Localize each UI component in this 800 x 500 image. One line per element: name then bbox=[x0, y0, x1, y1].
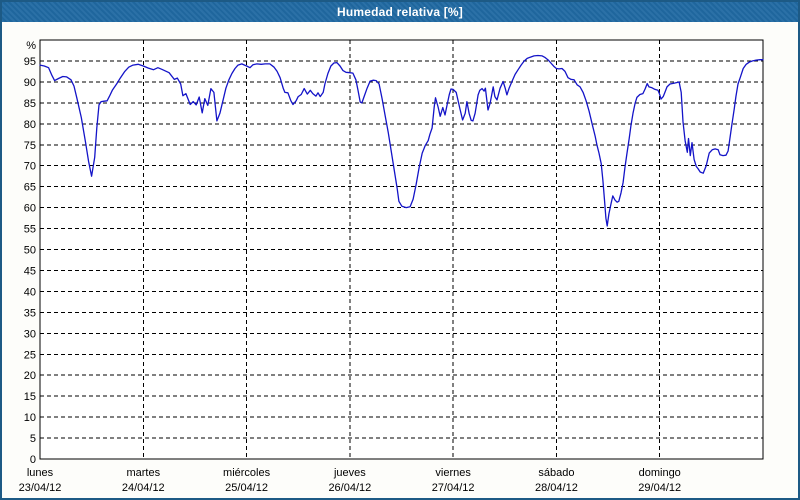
x-day-date-label: 24/04/12 bbox=[122, 482, 165, 494]
x-day-name-label: jueves bbox=[333, 467, 366, 479]
y-tick-label: 35 bbox=[24, 307, 36, 319]
y-tick-label: 30 bbox=[24, 328, 36, 340]
y-tick-label: 75 bbox=[24, 140, 36, 152]
x-day-date-label: 26/04/12 bbox=[328, 482, 371, 494]
x-day-date-label: 27/04/12 bbox=[432, 482, 475, 494]
y-tick-label: 0 bbox=[30, 454, 36, 466]
y-tick-label: 55 bbox=[24, 224, 36, 236]
y-tick-label: 45 bbox=[24, 265, 36, 277]
y-tick-label: 85 bbox=[24, 98, 36, 110]
y-tick-label: 65 bbox=[24, 182, 36, 194]
x-day-name-label: sábado bbox=[538, 467, 574, 479]
y-tick-label: 50 bbox=[24, 245, 36, 257]
x-day-name-label: miércoles bbox=[223, 467, 271, 479]
x-day-date-label: 29/04/12 bbox=[638, 482, 681, 494]
x-day-date-label: 25/04/12 bbox=[225, 482, 268, 494]
x-day-date-label: 23/04/12 bbox=[19, 482, 62, 494]
y-tick-label: 20 bbox=[24, 370, 36, 382]
y-tick-label: 25 bbox=[24, 349, 36, 361]
y-tick-label: 80 bbox=[24, 119, 36, 131]
y-tick-label: 5 bbox=[30, 433, 36, 445]
y-tick-label: 70 bbox=[24, 161, 36, 173]
y-tick-label: 95 bbox=[24, 56, 36, 68]
x-day-name-label: domingo bbox=[639, 467, 681, 479]
x-day-name-label: lunes bbox=[27, 467, 54, 479]
y-axis-unit-label: % bbox=[26, 40, 36, 52]
y-tick-label: 90 bbox=[24, 77, 36, 89]
y-tick-label: 10 bbox=[24, 412, 36, 424]
y-tick-label: 15 bbox=[24, 391, 36, 403]
x-day-name-label: martes bbox=[126, 467, 160, 479]
plot-frame bbox=[39, 39, 764, 460]
x-day-date-label: 28/04/12 bbox=[535, 482, 578, 494]
window-title: Humedad relativa [%] bbox=[336, 5, 464, 19]
y-tick-label: 60 bbox=[24, 203, 36, 215]
x-day-name-label: viernes bbox=[435, 467, 471, 479]
humidity-chart: 0 5 10 15 20 25 30 35 40 45 50 55 60 65 70 75 80 85 90 95% l… bbox=[19, 39, 764, 494]
title-bar: Humedad relativa [%] bbox=[2, 2, 798, 22]
humidity-line bbox=[39, 54, 764, 227]
y-tick-label: 40 bbox=[24, 286, 36, 298]
